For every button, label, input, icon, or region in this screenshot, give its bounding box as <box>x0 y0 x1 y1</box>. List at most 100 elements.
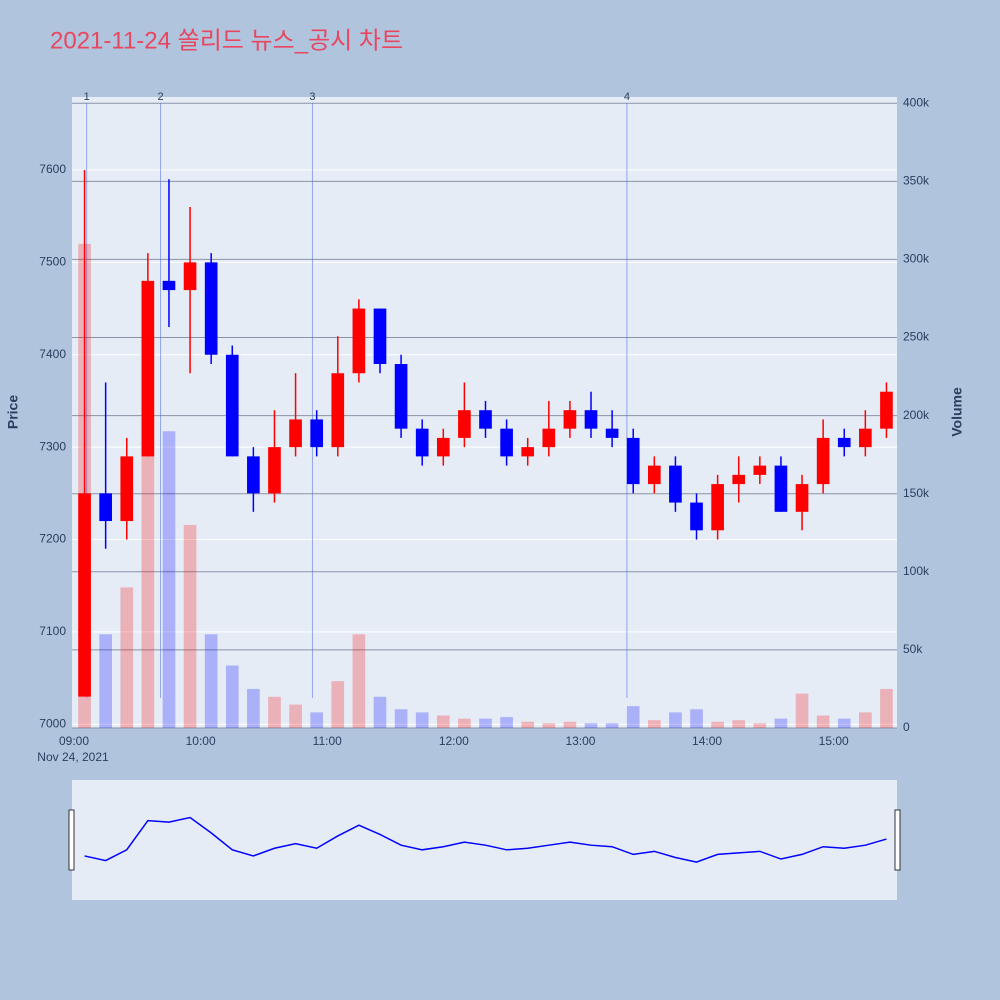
y-tick-label: 7300 <box>39 439 66 453</box>
y2-tick-label: 0 <box>903 720 910 734</box>
volume-bar <box>837 718 851 728</box>
candle-body <box>479 410 492 429</box>
volume-bar <box>331 681 345 728</box>
volume-bar <box>204 634 218 728</box>
candle-body <box>542 428 556 448</box>
candle-body <box>753 465 767 475</box>
slider-handle[interactable] <box>894 809 901 871</box>
candle-body <box>605 428 619 438</box>
x-tick-label: 10:00 <box>186 734 216 748</box>
candle-body <box>436 437 450 457</box>
news-label: 3 <box>309 91 315 103</box>
candle-body <box>373 308 387 364</box>
slider-handle[interactable] <box>68 809 75 871</box>
candle-body <box>774 465 788 512</box>
y-tick-label: 7100 <box>39 624 66 638</box>
candle-body <box>584 410 598 429</box>
volume-bar <box>436 715 450 728</box>
volume-bar <box>563 721 577 728</box>
candle-body <box>247 456 260 494</box>
candle-body <box>711 484 724 531</box>
candle-body <box>331 373 345 448</box>
candle-body <box>795 484 809 512</box>
candle-body <box>394 363 408 429</box>
volume-bar <box>289 704 302 728</box>
volume-bar <box>753 723 767 728</box>
y2-tick-label: 400k <box>903 95 930 109</box>
range-slider <box>72 780 897 900</box>
candle-body <box>120 456 134 522</box>
candle-body <box>690 502 703 531</box>
candle-body <box>415 428 429 457</box>
candle-body <box>289 419 302 448</box>
volume-bar <box>310 712 324 728</box>
volume-bar <box>584 723 598 728</box>
candle-body <box>647 465 661 485</box>
volume-bar <box>120 587 134 728</box>
volume-bar <box>352 634 366 728</box>
y2-tick-label: 200k <box>903 408 930 422</box>
x-tick-label: 11:00 <box>313 734 342 748</box>
x-tick-label: 15:00 <box>819 734 849 748</box>
candle-body <box>352 308 366 374</box>
volume-bar <box>479 718 492 728</box>
x-tick-label: 09:00 <box>59 734 89 748</box>
y-tick-label: 7000 <box>39 716 66 730</box>
candle-body <box>268 447 281 494</box>
candle-body <box>669 465 682 503</box>
y2-tick-label: 150k <box>903 486 930 500</box>
volume-bar <box>605 723 619 728</box>
x-tick-label: 12:00 <box>439 734 469 748</box>
volume-bar <box>732 720 746 728</box>
y2-tick-label: 250k <box>903 330 930 344</box>
candle-body <box>458 410 471 438</box>
candle-body <box>732 474 746 485</box>
candle-body <box>626 437 640 485</box>
volume-bar <box>626 706 640 728</box>
candle-body <box>162 280 176 291</box>
y2-tick-label: 100k <box>903 564 930 578</box>
candle-body <box>225 354 239 457</box>
news-label: 1 <box>84 91 90 103</box>
volume-bar <box>816 715 830 728</box>
volume-bar <box>458 718 471 728</box>
candle-body <box>204 262 218 355</box>
chart-title: 2021-11-24 쏠리드 뉴스_공시 차트 <box>50 27 403 54</box>
y2-tick-label: 350k <box>903 174 930 188</box>
candle-body <box>500 428 513 457</box>
volume-bar <box>247 688 260 728</box>
candle-body <box>837 437 851 448</box>
volume-bar <box>183 524 197 728</box>
x-tick-label: 14:00 <box>692 734 722 748</box>
volume-bar <box>859 712 872 728</box>
x-tick-label: 13:00 <box>565 734 595 748</box>
y2-tick-label: 300k <box>903 252 930 266</box>
candle-body <box>310 419 324 448</box>
volume-bar <box>268 696 281 728</box>
volume-bar <box>542 723 556 728</box>
y-tick-label: 7200 <box>39 532 66 546</box>
y2-axis-title: Volume <box>949 387 965 437</box>
volume-bar <box>225 665 239 728</box>
candle-body <box>563 410 577 429</box>
y-tick-label: 7500 <box>39 255 66 269</box>
news-label: 4 <box>624 91 630 103</box>
y2-tick-label: 50k <box>903 642 923 656</box>
volume-bar <box>880 688 893 728</box>
volume-bar <box>669 712 682 728</box>
volume-bar <box>521 721 535 728</box>
candle-body <box>78 493 91 697</box>
volume-bar <box>373 696 387 728</box>
candle-body <box>816 437 830 485</box>
volume-bar <box>415 712 429 728</box>
candle-body <box>859 428 872 448</box>
volume-bar <box>795 693 809 728</box>
volume-bar <box>394 709 408 728</box>
volume-bar <box>647 720 661 728</box>
y-tick-label: 7600 <box>39 162 66 176</box>
volume-bar <box>690 709 703 728</box>
y-axis-title: Price <box>5 395 21 429</box>
volume-bar <box>99 634 112 728</box>
volume-bar <box>711 721 724 728</box>
